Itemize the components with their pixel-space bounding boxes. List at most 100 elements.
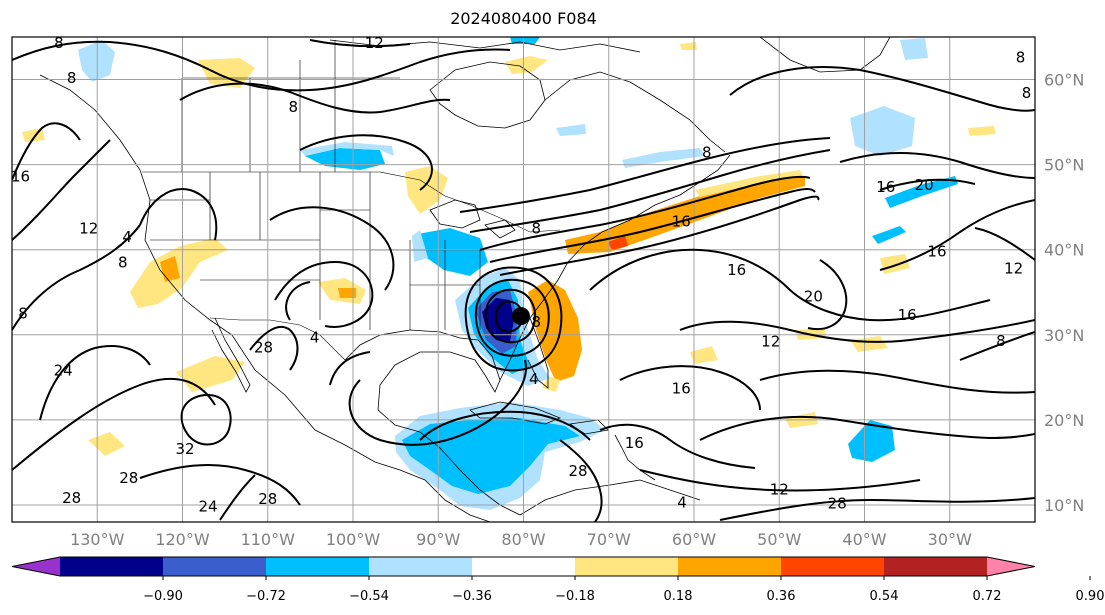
contour-28-mexico <box>249 325 299 371</box>
contour-label: 28 <box>258 490 277 508</box>
contour-label: 28 <box>119 469 138 487</box>
lon-tick-label: 70°W <box>587 530 631 549</box>
negative-anomaly-atlantic-small <box>872 226 906 244</box>
contour-label: 4 <box>677 493 687 511</box>
positive-anomaly-edge <box>695 170 803 197</box>
great-lakes <box>429 199 516 239</box>
contour-label: 4 <box>122 228 132 246</box>
colorbar-outline <box>11 556 1036 577</box>
negative-anomaly-caribbean-mid <box>402 418 580 494</box>
contour-28-pacific <box>12 377 216 471</box>
contour-12-atlantic-east <box>974 227 1035 261</box>
lon-tick-label: 30°W <box>928 530 972 549</box>
contour-jet-3 <box>499 195 820 276</box>
contour-12-north <box>309 39 411 48</box>
contour-20-atlantic <box>879 178 976 191</box>
central-america <box>419 431 521 516</box>
plot-frame <box>11 36 1036 523</box>
contour-32-pacific <box>180 393 232 446</box>
contour-16-atlantic-east <box>879 199 1035 271</box>
contour-se-loop <box>348 359 527 446</box>
lon-tick-label: 90°W <box>416 530 460 549</box>
lat-tick-label: 60°N <box>1044 71 1084 90</box>
contour-label: 24 <box>54 362 73 380</box>
colorbar-tick-label: 0.90 <box>1076 589 1105 604</box>
positive-anomaly-ontario <box>405 166 448 214</box>
contour-storm-ring-3 <box>474 278 550 357</box>
contour-label: 28 <box>62 489 81 507</box>
colorbar-segment <box>575 557 679 576</box>
map-title: 2024080400 F084 <box>450 9 597 28</box>
positive-anomaly-quebec <box>505 56 548 74</box>
lon-tick-label: 130°W <box>70 530 125 549</box>
colorbar-tick-label: −0.90 <box>143 589 183 604</box>
contour-12-caribbean <box>639 469 921 492</box>
positive-anomaly-topright-2 <box>968 126 996 136</box>
contour-label: 8 <box>118 253 128 271</box>
colorbar-segment <box>163 557 267 576</box>
florida-peninsula <box>527 317 549 389</box>
colorbar-tick-label: −0.72 <box>246 589 286 604</box>
contour-24-southwest <box>219 474 256 521</box>
contour-plains-2 <box>285 281 311 321</box>
contour-16-atlantic-center <box>589 248 991 322</box>
contour-storm-ring-2 <box>484 288 536 344</box>
contour-label: 16 <box>672 213 691 231</box>
colorbar-extend-low <box>12 557 60 576</box>
contour-label: 16 <box>11 168 30 186</box>
contour-jet-5 <box>459 137 831 213</box>
contour-12-west <box>12 139 111 241</box>
contour-label: 8 <box>289 98 299 116</box>
contour-atlantic-southern-loop <box>759 369 1035 394</box>
colorbar-segment <box>472 557 576 576</box>
positive-anomaly-atlantic-1 <box>880 254 910 274</box>
contour-label: 12 <box>365 34 384 52</box>
contour-midwest <box>269 206 395 291</box>
contour-label: 8 <box>996 332 1006 350</box>
negative-anomaly-atlantic-south <box>848 420 895 462</box>
lon-tick-label: 40°W <box>842 530 886 549</box>
contour-4-rockies <box>139 188 218 241</box>
contour-label: 8 <box>1022 84 1032 102</box>
colorbar-tick-label: 0.36 <box>767 589 796 604</box>
contour-8-atlantic-east <box>959 331 1035 361</box>
negative-anomaly-pacific <box>78 40 115 82</box>
contour-label: 8 <box>54 34 64 52</box>
contour-gulf-mexico <box>329 351 371 386</box>
colorbar-tick-labels: −0.90 −0.72 −0.54 −0.36 −0.18 0.18 0.36 0.54 0.7… <box>143 576 1104 604</box>
colorbar-tick-label: 0.72 <box>973 589 1002 604</box>
contour-plains-1 <box>274 260 374 328</box>
contour-label: 16 <box>898 306 917 324</box>
lon-tick-label: 60°W <box>672 530 716 549</box>
contour-12-canada <box>299 134 433 191</box>
latitude-tick-labels: 60°N 50°N 40°N 30°N 20°N 10°N <box>1044 71 1084 515</box>
contour-label: 12 <box>1004 259 1023 277</box>
lon-tick-label: 120°W <box>155 530 210 549</box>
contour-label: 4 <box>529 370 539 388</box>
contour-label: 16 <box>727 261 746 279</box>
contour-24-pacific <box>39 344 151 421</box>
colorbar <box>11 556 1036 577</box>
colorbar-extend-high <box>987 557 1035 576</box>
cuba <box>469 401 562 425</box>
positive-anomaly-plains-core <box>338 288 356 298</box>
baja-peninsula <box>211 317 251 393</box>
contour-12-atlantic-south <box>679 319 1035 343</box>
positive-anomaly-core <box>608 236 628 250</box>
lat-tick-label: 20°N <box>1044 411 1084 430</box>
colorbar-segment <box>678 557 782 576</box>
caribbean-islands <box>614 434 656 481</box>
contour-label: 28 <box>569 462 588 480</box>
contour-jet-2 <box>489 188 816 263</box>
lat-tick-label: 50°N <box>1044 156 1084 175</box>
contour-label: 20 <box>915 176 934 194</box>
us-mexico-border <box>209 317 346 361</box>
lon-tick-label: 100°W <box>326 530 381 549</box>
contour-label: 4 <box>310 328 320 346</box>
colorbar-segment <box>60 557 164 576</box>
contour-20-atlantic-center <box>807 259 848 330</box>
negative-anomaly-great-lakes-edge <box>412 230 428 262</box>
contour-jet-1 <box>479 175 811 251</box>
negative-anomaly-great-lakes <box>418 228 488 276</box>
